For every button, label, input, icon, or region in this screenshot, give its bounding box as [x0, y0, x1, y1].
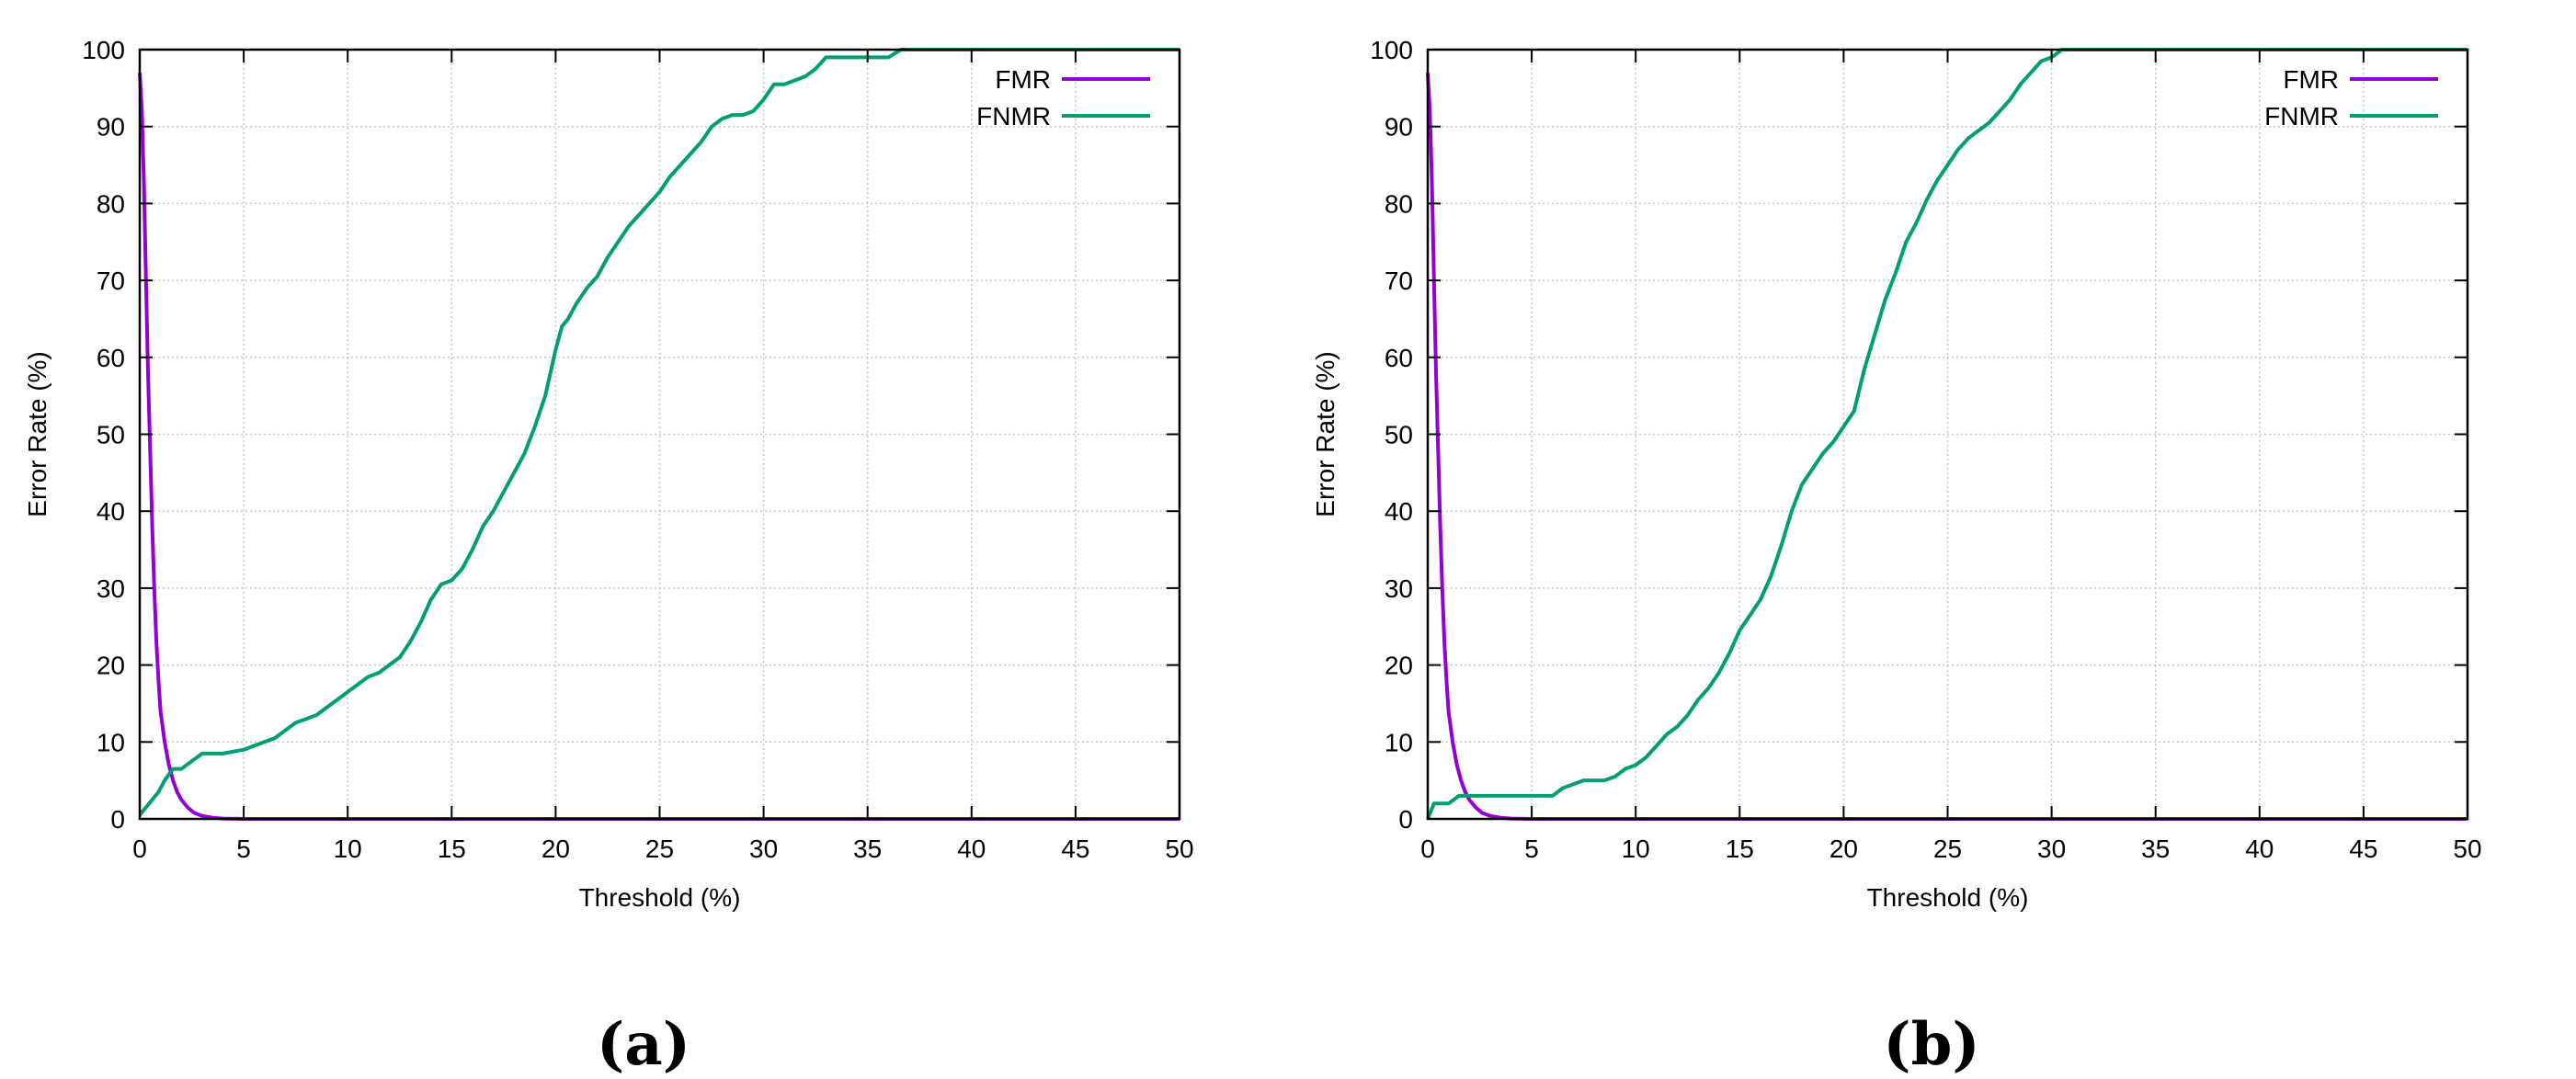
y-tick-label: 80 [97, 189, 125, 218]
x-tick-label: 40 [2245, 835, 2274, 863]
y-tick-label: 70 [1385, 267, 1413, 295]
x-tick-label: 30 [749, 835, 778, 863]
x-tick-label: 5 [1524, 835, 1539, 863]
y-tick-label: 20 [97, 652, 125, 680]
chart-panel-a: 0 5 10 15 20 25 30 35 40 45 50 0 10 20 30 40 50 60 70 80 90 1… [0, 0, 1288, 1079]
legend-label-fmr: FMR [2283, 65, 2339, 94]
x-tick-label: 50 [1165, 835, 1193, 863]
x-tick-label: 40 [957, 835, 986, 863]
legend: FMR FNMR [2264, 65, 2438, 131]
legend-label-fmr: FMR [995, 65, 1051, 94]
y-axis-label: Error Rate (%) [23, 351, 51, 517]
x-tick-label: 20 [541, 835, 570, 863]
panel-label-b: (b) [1883, 1010, 1980, 1079]
x-tick-label: 5 [236, 835, 251, 863]
x-tick-label: 45 [2349, 835, 2377, 863]
y-tick-label: 30 [97, 574, 125, 603]
chart-panel-b: 0 5 10 15 20 25 30 35 40 45 50 0 10 20 30 40 50 60 70 80 90 1… [1288, 0, 2576, 1079]
x-tick-label: 25 [1933, 835, 1962, 863]
y-tick-label: 50 [1385, 421, 1413, 449]
legend-label-fnmr: FNMR [976, 102, 1051, 131]
x-tick-label: 15 [1726, 835, 1754, 863]
y-tick-label: 90 [97, 113, 125, 142]
x-tick-label: 0 [132, 835, 147, 863]
x-tick-label: 10 [334, 835, 362, 863]
y-tick-label: 10 [1385, 728, 1413, 756]
x-axis-label: Threshold (%) [579, 883, 741, 912]
y-tick-label: 60 [97, 344, 125, 372]
y-tick-label: 50 [97, 421, 125, 449]
chart-a: 0 5 10 15 20 25 30 35 40 45 50 0 10 20 30 40 50 60 70 80 90 1… [23, 36, 1194, 912]
panel-label-a: (a) [596, 1010, 691, 1079]
chart-b: 0 5 10 15 20 25 30 35 40 45 50 0 10 20 30 40 50 60 70 80 90 1… [1311, 36, 2482, 912]
legend: FMR FNMR [976, 65, 1150, 131]
series-line-fnmr [1426, 48, 2468, 820]
x-tick-label: 30 [2037, 835, 2066, 863]
x-tick-label: 35 [853, 835, 882, 863]
legend-label-fnmr: FNMR [2264, 102, 2339, 131]
y-tick-label: 10 [97, 728, 125, 756]
y-tick-label: 30 [1385, 574, 1413, 603]
y-tick-label: 40 [97, 497, 125, 526]
y-tick-label: 70 [97, 267, 125, 295]
x-tick-label: 35 [2141, 835, 2170, 863]
x-tick-label: 15 [438, 835, 466, 863]
x-tick-label: 50 [2453, 835, 2481, 863]
y-tick-label: 0 [110, 805, 125, 834]
y-tick-label: 0 [1398, 805, 1413, 834]
y-tick-label: 60 [1385, 344, 1413, 372]
x-tick-label: 0 [1420, 835, 1435, 863]
x-tick-label: 45 [1061, 835, 1089, 863]
x-tick-label: 20 [1829, 835, 1858, 863]
y-tick-label: 90 [1385, 113, 1413, 142]
y-tick-label: 20 [1385, 652, 1413, 680]
y-tick-label: 40 [1385, 497, 1413, 526]
y-axis-label: Error Rate (%) [1311, 351, 1339, 517]
x-tick-label: 10 [1622, 835, 1650, 863]
y-tick-label: 100 [82, 36, 125, 64]
series-line-fnmr [138, 48, 1180, 817]
x-tick-label: 25 [645, 835, 674, 863]
x-axis-label: Threshold (%) [1867, 883, 2029, 912]
grid [1428, 50, 2468, 819]
y-tick-label: 80 [1385, 189, 1413, 218]
grid [140, 50, 1180, 819]
y-tick-label: 100 [1370, 36, 1413, 64]
